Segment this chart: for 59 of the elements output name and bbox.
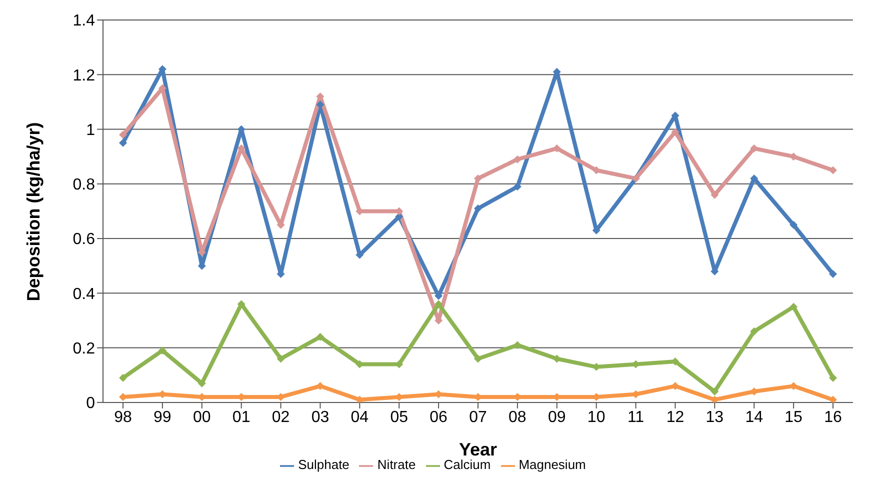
point bbox=[316, 382, 324, 390]
x-tick-label: 07 bbox=[469, 408, 487, 426]
point bbox=[158, 346, 166, 355]
y-tick-label: 0.4 bbox=[72, 286, 96, 303]
x-tick-label: 00 bbox=[192, 408, 211, 426]
y-tick-label: 1 bbox=[86, 122, 96, 139]
x-tick-label: 01 bbox=[232, 408, 250, 426]
point bbox=[276, 354, 285, 363]
point bbox=[316, 332, 324, 341]
legend-label: Calcium bbox=[444, 457, 491, 472]
point bbox=[434, 300, 443, 308]
point bbox=[829, 374, 837, 382]
x-tick-label: 12 bbox=[666, 408, 684, 426]
point bbox=[474, 204, 482, 212]
legend-label: Nitrate bbox=[377, 457, 416, 472]
x-tick-label: 98 bbox=[114, 408, 132, 426]
y-tick-label: 0.6 bbox=[72, 231, 96, 248]
point bbox=[829, 270, 837, 278]
x-tick-label: 11 bbox=[627, 408, 644, 426]
point bbox=[671, 382, 680, 390]
x-tick-label: 05 bbox=[390, 408, 408, 426]
x-tick-label: 09 bbox=[548, 408, 566, 426]
x-tick-label: 14 bbox=[745, 408, 764, 426]
y-tick-label: 1.4 bbox=[72, 12, 96, 30]
point bbox=[119, 138, 127, 147]
x-tick-label: 10 bbox=[587, 408, 606, 426]
y-tick-label: 0.8 bbox=[72, 176, 96, 194]
x-tick-label: 06 bbox=[430, 408, 448, 426]
legend-label: Sulphate bbox=[298, 457, 350, 472]
legend-label: Magnesium bbox=[518, 457, 586, 472]
point bbox=[119, 374, 127, 382]
point bbox=[513, 182, 522, 191]
point bbox=[829, 396, 837, 402]
point bbox=[671, 128, 680, 136]
x-tick-label: 02 bbox=[272, 408, 290, 426]
point bbox=[119, 130, 127, 139]
x-tick-label: 08 bbox=[508, 408, 526, 426]
point bbox=[750, 327, 758, 336]
x-tick-label: 99 bbox=[154, 408, 172, 426]
y-axis-title: Deposition (kg/ha/yr) bbox=[23, 122, 44, 302]
point bbox=[474, 354, 482, 363]
x-tick-label: 04 bbox=[350, 408, 369, 426]
y-tick-label: 0.2 bbox=[72, 340, 96, 358]
point bbox=[513, 155, 522, 164]
point bbox=[710, 190, 719, 199]
point bbox=[829, 166, 837, 174]
point bbox=[790, 220, 798, 229]
x-tick-label: 15 bbox=[784, 408, 803, 426]
point bbox=[474, 174, 482, 182]
x-tick-label: 13 bbox=[706, 408, 724, 426]
x-tick-label: 03 bbox=[311, 408, 330, 426]
x-axis-title: Year bbox=[458, 439, 498, 460]
point bbox=[198, 379, 206, 388]
point bbox=[552, 144, 561, 152]
point bbox=[790, 302, 798, 311]
x-tick-label: 16 bbox=[824, 408, 842, 426]
y-tick-label: 1.2 bbox=[72, 67, 96, 84]
y-tick-label: 0 bbox=[86, 395, 96, 412]
point bbox=[710, 388, 719, 396]
